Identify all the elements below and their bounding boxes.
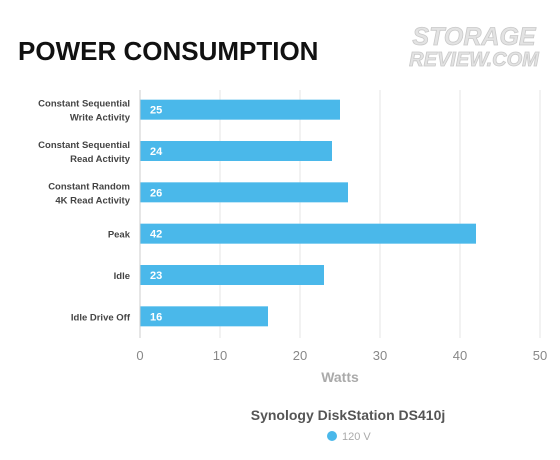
grid-lines xyxy=(219,90,541,338)
bar xyxy=(140,182,348,203)
bar-value-label: 25 xyxy=(150,105,162,117)
bar-value-label: 23 xyxy=(150,270,162,282)
bar xyxy=(140,141,332,161)
category-label: Constant Random xyxy=(48,181,130,192)
bars: 25 24 26 42 23 16 xyxy=(140,99,476,327)
category-label: 4K Read Activity xyxy=(55,195,130,206)
category-label: Constant Sequential xyxy=(38,140,130,151)
chart-title: POWER CONSUMPTION xyxy=(18,36,318,66)
x-tick-label: 10 xyxy=(213,348,227,363)
logo-line-1: STORAGE xyxy=(412,23,536,51)
x-tick-label: 0 xyxy=(136,348,143,363)
category-label: Write Activity xyxy=(70,113,131,124)
x-axis-label: Watts xyxy=(321,369,359,385)
legend: 120 V xyxy=(327,431,371,443)
bar xyxy=(140,99,340,120)
bar-value-label: 16 xyxy=(150,311,162,323)
category-label: Peak xyxy=(108,230,131,241)
category-label: Read Activity xyxy=(70,154,131,165)
x-axis-ticks: 0 10 20 30 40 50 xyxy=(136,348,547,363)
bar-value-label: 24 xyxy=(150,146,163,158)
x-tick-label: 40 xyxy=(453,348,467,363)
category-label: Constant Sequential xyxy=(38,99,130,110)
legend-swatch-120v xyxy=(327,431,337,441)
legend-title: Synology DiskStation DS410j xyxy=(251,407,446,423)
bar xyxy=(140,306,268,327)
storagereview-logo: STORAGE REVIEW.COM xyxy=(409,23,541,72)
x-tick-label: 50 xyxy=(533,348,547,363)
category-label: Idle Drive Off xyxy=(71,312,131,323)
bar-value-label: 26 xyxy=(150,187,162,199)
category-label: Idle xyxy=(114,271,130,282)
logo-line-2: REVIEW.COM xyxy=(409,49,540,71)
bar-value-label: 42 xyxy=(150,229,162,241)
x-tick-label: 20 xyxy=(293,348,307,363)
x-tick-label: 30 xyxy=(373,348,387,363)
legend-label-120v: 120 V xyxy=(342,431,371,443)
bar xyxy=(140,265,324,285)
bar xyxy=(140,223,476,244)
category-labels: Constant Sequential Write Activity Constan… xyxy=(38,99,131,324)
